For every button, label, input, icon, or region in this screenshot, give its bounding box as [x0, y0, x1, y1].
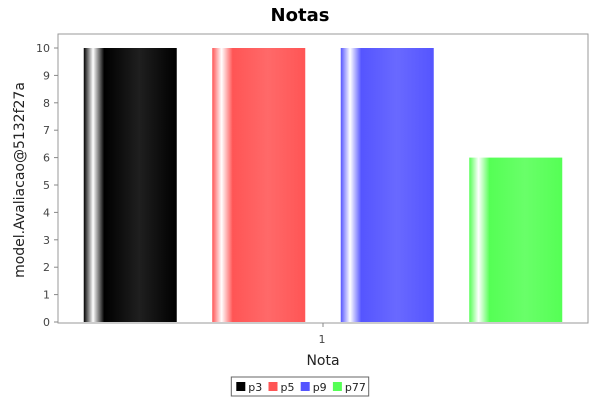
legend-label-p3: p3 [248, 381, 262, 394]
y-tick-label: 3 [43, 234, 50, 247]
legend-label-p77: p77 [345, 381, 366, 394]
y-tick-label: 7 [43, 124, 50, 137]
legend-box [230, 376, 370, 397]
legend-swatch-p5 [268, 382, 278, 391]
legend-swatch-p9 [300, 382, 310, 391]
x-tick-label: 1 [319, 333, 326, 346]
legend-swatch-p3 [236, 382, 246, 391]
bars [83, 48, 563, 322]
y-axis: 0 1 2 3 4 5 6 7 8 9 10 [36, 42, 58, 329]
y-tick-label: 5 [43, 179, 50, 192]
y-tick-label: 4 [43, 206, 50, 219]
legend-swatch-p77 [332, 382, 342, 391]
legend-label-p9: p9 [313, 381, 327, 394]
bar-p77 [469, 157, 563, 322]
y-tick-label: 2 [43, 261, 50, 274]
bar-p3 [83, 48, 177, 322]
y-tick-label: 1 [43, 289, 50, 302]
y-axis-label: model.Avaliacao@5132f27a [12, 82, 28, 278]
x-axis-label: Nota [306, 353, 339, 369]
y-tick-label: 0 [43, 316, 50, 329]
y-tick-label: 6 [43, 152, 50, 165]
bar-p5 [212, 48, 306, 322]
y-tick-label: 8 [43, 97, 50, 110]
x-axis: 1 [319, 323, 326, 346]
bar-p9 [340, 48, 434, 322]
legend: p3 p5 p9 p77 [230, 376, 370, 397]
chart-title: Notas [271, 5, 330, 26]
y-tick-label: 10 [36, 42, 50, 55]
y-tick-label: 9 [43, 69, 50, 82]
legend-label-p5: p5 [281, 381, 295, 394]
